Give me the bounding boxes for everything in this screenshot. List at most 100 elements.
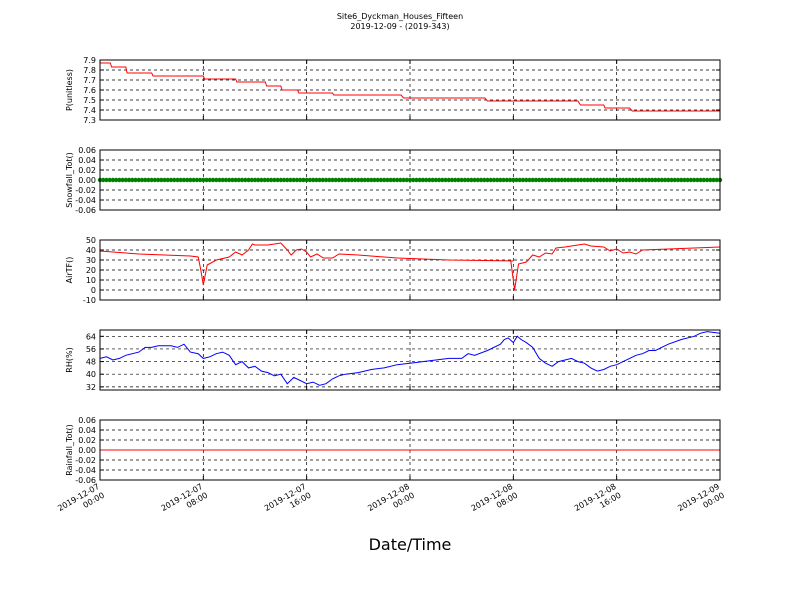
data-point xyxy=(168,177,174,183)
data-point xyxy=(514,177,519,183)
data-point xyxy=(356,177,361,183)
data-point xyxy=(294,177,300,183)
y-tick-label: 40 xyxy=(86,246,96,255)
data-series-line xyxy=(100,62,720,112)
data-point xyxy=(113,177,119,183)
data-point xyxy=(704,177,710,183)
y-tick-label: -0.06 xyxy=(75,476,96,485)
data-point xyxy=(430,177,435,183)
data-point xyxy=(546,177,552,183)
data-series-line xyxy=(99,242,721,291)
data-point xyxy=(146,177,151,183)
data-point xyxy=(288,177,293,183)
y-tick-label: 0.04 xyxy=(78,426,96,435)
y-tick-label: 7.9 xyxy=(83,56,96,65)
y-tick-label: 56 xyxy=(86,345,96,354)
y-tick-label: 50 xyxy=(86,236,96,245)
chart-title: Site6_Dyckman_Houses_Fifteen xyxy=(337,12,463,21)
data-point xyxy=(323,177,329,183)
y-tick-label: 0.02 xyxy=(78,166,96,175)
data-point xyxy=(401,177,406,183)
y-tick-label: -0.06 xyxy=(75,206,96,215)
data-point xyxy=(669,177,674,183)
data-point xyxy=(301,177,306,183)
y-tick-label: 10 xyxy=(86,276,96,285)
data-point xyxy=(688,177,694,183)
data-point xyxy=(472,177,477,183)
data-point xyxy=(620,177,626,183)
data-point xyxy=(139,177,145,183)
data-point xyxy=(543,177,548,183)
data-point xyxy=(265,177,271,183)
data-point xyxy=(601,177,606,183)
chart-panels: 7.37.47.57.67.77.87.9P(unitless)-0.06-0.… xyxy=(65,56,723,485)
data-point xyxy=(540,177,545,183)
data-point xyxy=(298,177,303,183)
data-point xyxy=(491,177,497,183)
data-point xyxy=(614,177,619,183)
data-point xyxy=(449,177,455,183)
data-point xyxy=(533,177,539,183)
data-point xyxy=(627,177,632,183)
data-point xyxy=(233,177,238,183)
y-tick-label: 0.06 xyxy=(78,146,96,155)
data-point xyxy=(608,177,613,183)
data-point xyxy=(381,177,387,183)
data-point xyxy=(446,177,451,183)
data-point xyxy=(178,177,183,183)
y-tick-label: 30 xyxy=(86,256,96,265)
y-tick-label: 32 xyxy=(86,383,96,392)
data-point xyxy=(630,177,636,183)
data-point xyxy=(191,177,196,183)
data-point xyxy=(162,177,167,183)
y-tick-label: 0.02 xyxy=(78,436,96,445)
data-point xyxy=(369,177,374,183)
data-point xyxy=(226,177,232,183)
data-point xyxy=(582,177,587,183)
data-point xyxy=(201,177,206,183)
data-point xyxy=(123,177,129,183)
data-point xyxy=(230,177,235,183)
y-tick-label: 7.7 xyxy=(83,76,96,85)
data-point xyxy=(453,177,458,183)
data-point xyxy=(427,177,432,183)
data-point xyxy=(246,177,251,183)
data-point xyxy=(343,177,348,183)
data-point xyxy=(698,177,703,183)
data-point xyxy=(214,177,219,183)
data-point xyxy=(504,177,510,183)
data-point xyxy=(536,177,542,183)
data-point xyxy=(385,177,390,183)
data-point xyxy=(181,177,187,183)
data-point xyxy=(575,177,581,183)
plot-frame xyxy=(99,419,721,481)
data-point xyxy=(553,177,558,183)
data-point xyxy=(459,177,464,183)
y-tick-label: 0.00 xyxy=(78,446,96,455)
data-point xyxy=(101,177,106,183)
data-point xyxy=(417,177,422,183)
data-point xyxy=(359,177,364,183)
data-point xyxy=(285,177,290,183)
data-point xyxy=(559,177,564,183)
data-point xyxy=(217,177,222,183)
data-point xyxy=(120,177,125,183)
data-point xyxy=(507,177,513,183)
data-point xyxy=(272,177,277,183)
y-tick-label: 7.3 xyxy=(83,116,96,125)
data-point xyxy=(672,177,677,183)
data-point xyxy=(333,177,338,183)
data-point xyxy=(524,177,529,183)
data-series-points xyxy=(97,177,723,183)
data-point xyxy=(259,177,264,183)
data-point xyxy=(339,177,345,183)
data-point xyxy=(243,177,248,183)
data-point xyxy=(152,177,158,183)
plot-frame xyxy=(99,149,721,211)
data-point xyxy=(388,177,393,183)
data-point xyxy=(436,177,442,183)
data-point xyxy=(327,177,332,183)
